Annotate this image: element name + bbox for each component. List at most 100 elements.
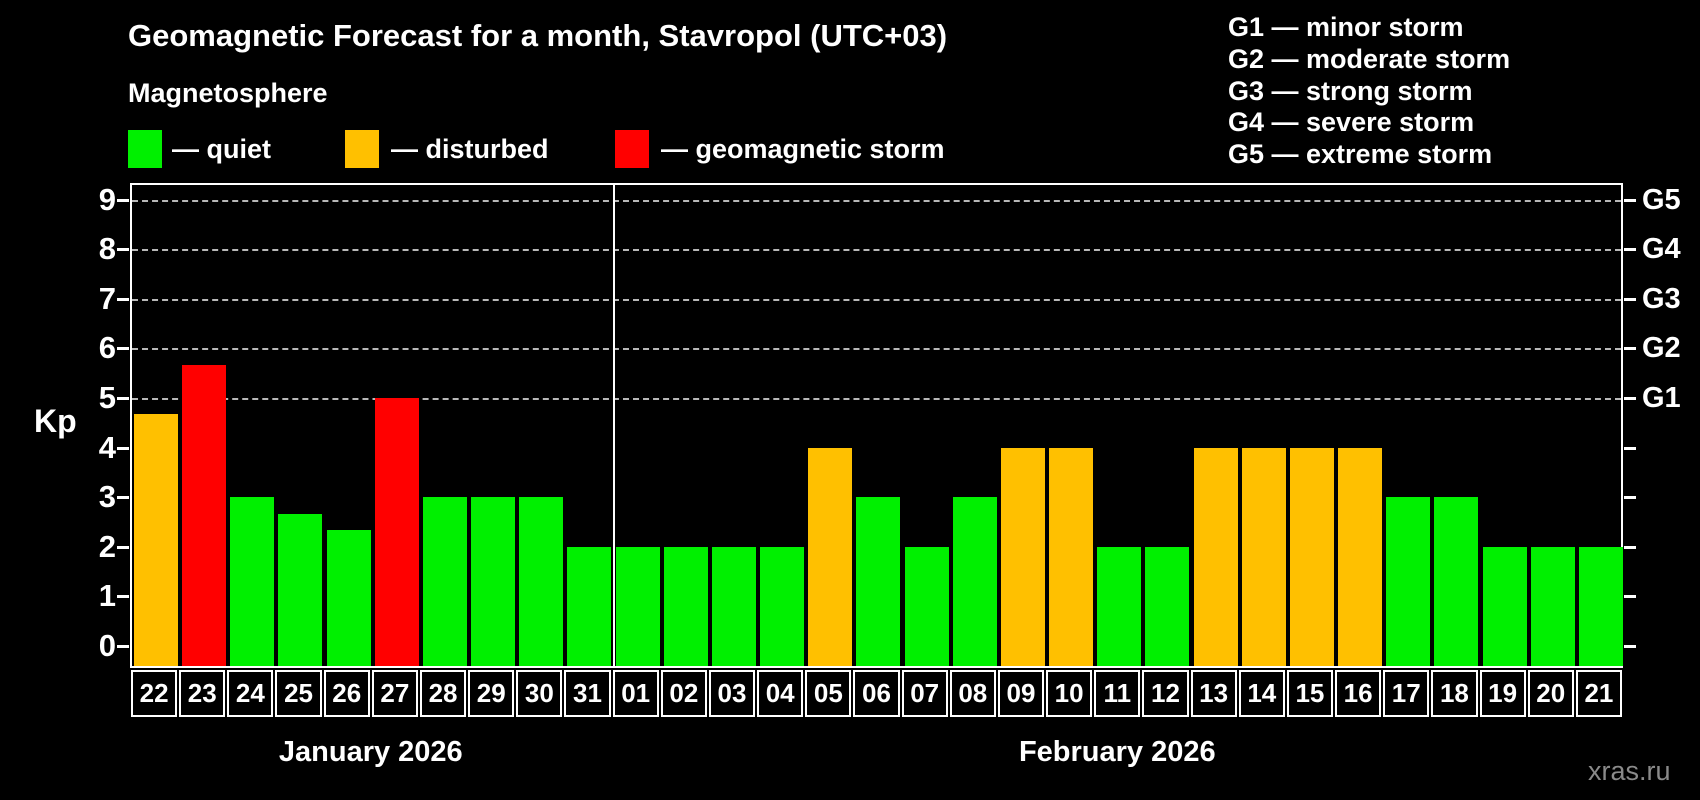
kp-bar-07 <box>904 546 949 666</box>
y-tick-left-7 <box>117 297 129 301</box>
day-cell-22: 22 <box>131 670 178 717</box>
g-legend-line-g1: G1 — minor storm <box>1228 12 1464 42</box>
y-tick-label-4: 4 <box>98 429 116 465</box>
y-tick-left-4 <box>117 446 129 450</box>
kp-bar-17 <box>1386 497 1431 666</box>
day-cell-23: 23 <box>179 670 226 717</box>
day-cell-09: 09 <box>997 670 1045 717</box>
kp-bar-13 <box>1193 447 1238 666</box>
y-tick-left-1 <box>117 595 129 599</box>
y-tick-right-1 <box>1624 595 1636 599</box>
day-cell-02: 02 <box>660 670 707 717</box>
month-divider <box>612 185 615 666</box>
day-cell-17: 17 <box>1383 670 1430 717</box>
legend-disturbed-label: — disturbed <box>391 134 549 164</box>
y-tick-label-2: 2 <box>98 528 116 564</box>
day-cell-16: 16 <box>1335 670 1382 717</box>
y-tick-right-0 <box>1624 645 1636 648</box>
g-legend-line-g4: G4 — severe storm <box>1228 107 1475 138</box>
kp-bar-11 <box>1097 546 1142 666</box>
legend-disturbed-swatch <box>345 130 379 168</box>
legend-storm-swatch <box>615 130 649 168</box>
chart-subtitle: Magnetosphere <box>128 78 328 108</box>
day-cell-03: 03 <box>708 670 756 717</box>
g-legend-line-g3: G3 — strong storm <box>1228 75 1473 106</box>
watermark: xras.ru <box>1588 756 1671 786</box>
kp-bar-03 <box>711 546 756 666</box>
kp-bar-21 <box>1578 546 1623 666</box>
kp-bar-27 <box>374 398 419 666</box>
y-tick-label-7: 7 <box>98 280 116 316</box>
gridline-kp8 <box>132 249 1621 252</box>
kp-bar-22 <box>134 414 178 666</box>
g-axis-label-g1: G1 <box>1642 382 1681 414</box>
day-cell-05: 05 <box>805 670 852 717</box>
kp-bar-24 <box>230 497 275 666</box>
y-tick-right-7 <box>1624 297 1636 301</box>
month-label-february: February 2026 <box>1018 736 1216 768</box>
kp-bar-31 <box>567 546 612 666</box>
day-cell-08: 08 <box>949 670 996 717</box>
g-axis-label-g4: G4 <box>1642 233 1681 266</box>
kp-bar-20 <box>1530 546 1575 666</box>
month-label-january: January 2026 <box>278 736 463 768</box>
day-cell-11: 11 <box>1094 670 1141 717</box>
g-legend-line-g5: G5 — extreme storm <box>1228 139 1493 170</box>
g-scale-legend: G1 — minor storm G2 — moderate storm G3 … <box>1228 12 1510 171</box>
y-tick-label-5: 5 <box>98 380 116 415</box>
day-cell-15: 15 <box>1286 670 1334 717</box>
kp-bar-16 <box>1338 447 1383 666</box>
y-tick-label-8: 8 <box>98 231 116 267</box>
y-tick-right-2 <box>1624 545 1636 549</box>
day-cell-13: 13 <box>1190 670 1237 717</box>
gridline-kp6 <box>132 348 1621 351</box>
day-cell-25: 25 <box>275 670 322 717</box>
legend-quiet-label: — quiet <box>172 134 271 164</box>
y-tick-left-9 <box>117 198 129 202</box>
y-tick-left-5 <box>117 397 129 400</box>
kp-bar-19 <box>1482 546 1527 666</box>
kp-bar-26 <box>326 530 371 666</box>
day-cell-01: 01 <box>612 670 659 717</box>
plot-area <box>130 183 1623 668</box>
kp-bar-12 <box>1145 546 1190 666</box>
g-axis-label-g2: G2 <box>1642 332 1681 365</box>
y-tick-right-9 <box>1624 198 1636 202</box>
kp-bar-23 <box>182 364 227 666</box>
g-axis-label-g3: G3 <box>1642 282 1681 315</box>
kp-bar-15 <box>1289 447 1334 666</box>
y-tick-right-3 <box>1624 496 1636 500</box>
legend-storm-label: — geomagnetic storm <box>661 134 945 164</box>
kp-bar-14 <box>1241 447 1286 666</box>
kp-bar-02 <box>663 546 708 666</box>
y-tick-label-6: 6 <box>98 330 116 366</box>
kp-bar-01 <box>615 546 660 666</box>
kp-bar-04 <box>760 546 805 666</box>
day-cell-10: 10 <box>1046 670 1093 717</box>
g-axis-label-g5: G5 <box>1642 183 1681 216</box>
day-cell-14: 14 <box>1238 670 1285 717</box>
y-tick-right-8 <box>1624 248 1636 252</box>
kp-bar-28 <box>422 497 467 666</box>
y-tick-left-8 <box>117 248 129 252</box>
day-cell-28: 28 <box>419 670 467 717</box>
gridline-kp7 <box>132 298 1621 301</box>
chart-title: Geomagnetic Forecast for a month, Stavro… <box>128 18 948 53</box>
gridline-kp5 <box>132 398 1621 400</box>
day-cell-24: 24 <box>227 670 274 717</box>
gridline-kp9 <box>132 199 1621 202</box>
y-tick-right-4 <box>1624 446 1636 450</box>
kp-bar-30 <box>519 497 564 666</box>
kp-bar-18 <box>1434 497 1479 666</box>
day-cell-21: 21 <box>1575 670 1622 717</box>
day-cell-19: 19 <box>1479 670 1526 717</box>
y-tick-right-6 <box>1624 347 1636 351</box>
day-cell-06: 06 <box>853 670 900 717</box>
kp-bar-10 <box>1049 447 1094 666</box>
day-cell-29: 29 <box>468 670 515 717</box>
day-cell-27: 27 <box>371 670 418 717</box>
day-cell-31: 31 <box>564 670 611 717</box>
day-cell-18: 18 <box>1431 670 1478 717</box>
day-cell-12: 12 <box>1142 670 1189 717</box>
